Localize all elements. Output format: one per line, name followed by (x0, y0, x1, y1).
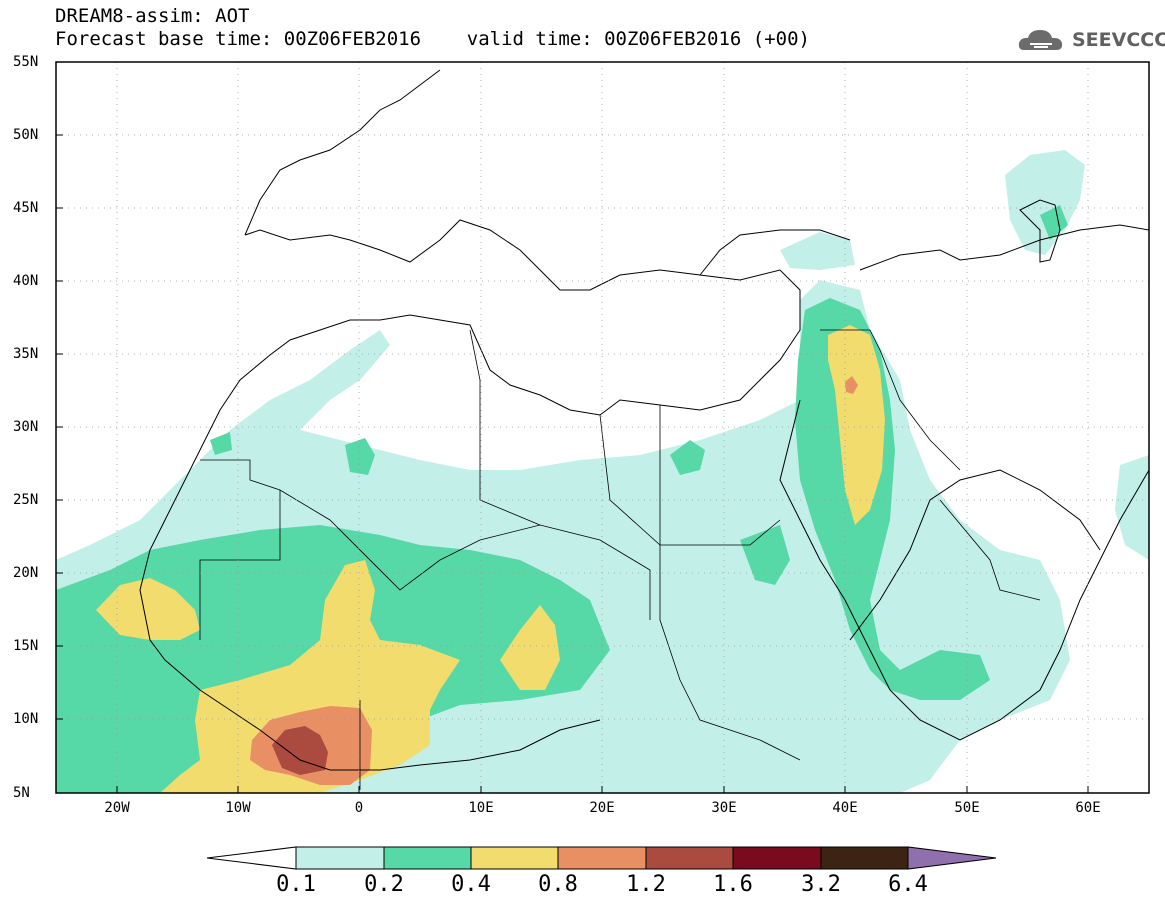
lat-label: 20N (13, 565, 39, 581)
lat-label: 45N (13, 200, 39, 216)
colorbar-label: 6.4 (888, 872, 928, 897)
colorbar (206, 846, 997, 870)
colorbar-label: 0.4 (451, 872, 491, 897)
colorbar-label: 3.2 (801, 872, 841, 897)
lat-label: 40N (13, 273, 39, 289)
colorbar-label: 1.6 (713, 872, 753, 897)
chart-title: DREAM8-assim: AOT (55, 5, 250, 27)
colorbar-seg-1 (295, 846, 385, 870)
colorbar-label: 0.2 (364, 872, 404, 897)
colorbar-high-arrow (907, 846, 997, 870)
forecast-time-line: Forecast base time: 00Z06FEB2016 valid t… (55, 28, 810, 50)
colorbar-label: 0.8 (538, 872, 578, 897)
lon-label: 10E (468, 800, 494, 816)
lat-label: 10N (13, 711, 39, 727)
lon-label: 0 (354, 800, 364, 816)
tick-marks (56, 61, 1089, 793)
colorbar-label: 1.2 (626, 872, 666, 897)
gridlines (56, 62, 1149, 793)
colorbar-seg-7 (820, 846, 909, 870)
lon-label: 10W (225, 800, 251, 816)
coastlines (139, 69, 1149, 771)
lon-label: 60E (1075, 800, 1101, 816)
lon-label: 30E (711, 800, 737, 816)
colorbar-low-arrow (206, 846, 297, 870)
lon-label: 20E (589, 800, 615, 816)
lat-label: 55N (13, 54, 39, 70)
colorbar-seg-2 (383, 846, 472, 870)
colorbar-seg-4 (557, 846, 647, 870)
aot-level-1.2 (272, 726, 328, 775)
lon-label: 20W (104, 800, 130, 816)
cloud-icon (1018, 30, 1063, 50)
lat-label: 50N (13, 127, 39, 143)
country-borders (199, 329, 1041, 790)
lon-label: 50E (954, 800, 980, 816)
lat-label: 25N (13, 492, 39, 508)
colorbar-seg-6 (732, 846, 822, 870)
colorbar-seg-3 (470, 846, 559, 870)
lon-label: 40E (832, 800, 858, 816)
colorbar-label: 0.1 (276, 872, 316, 897)
lat-label: 15N (13, 638, 39, 654)
aot-level-0.4 (96, 325, 885, 793)
logo-text: SEEVCCC (1072, 29, 1165, 51)
lat-label: 30N (13, 419, 39, 435)
colorbar-seg-5 (645, 846, 734, 870)
lat-label: 5N (13, 785, 30, 801)
lat-label: 35N (13, 346, 39, 362)
